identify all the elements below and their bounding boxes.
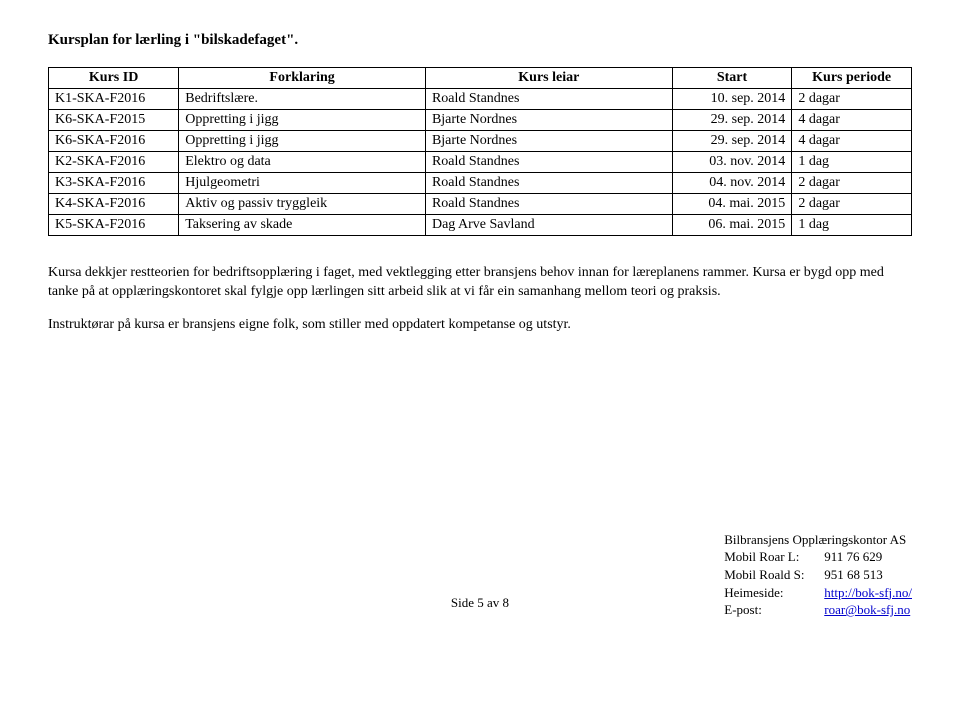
table-cell: 1 dag bbox=[792, 152, 912, 173]
table-cell: 2 dagar bbox=[792, 194, 912, 215]
table-row: K5-SKA-F2016Taksering av skadeDag Arve S… bbox=[49, 215, 912, 236]
table-cell: Taksering av skade bbox=[179, 215, 426, 236]
footer-org: Bilbransjens Opplæringskontor AS bbox=[724, 531, 912, 549]
table-cell: Bedriftslære. bbox=[179, 89, 426, 110]
table-cell: Roald Standnes bbox=[425, 152, 672, 173]
table-row: K4-SKA-F2016Aktiv og passiv tryggleikRoa… bbox=[49, 194, 912, 215]
table-cell: 03. nov. 2014 bbox=[672, 152, 792, 173]
table-cell: Hjulgeometri bbox=[179, 173, 426, 194]
table-cell: 10. sep. 2014 bbox=[672, 89, 792, 110]
footer-contact-label: Mobil Roald S: bbox=[724, 566, 824, 584]
col-header-leiar: Kurs leiar bbox=[425, 68, 672, 89]
table-row: K3-SKA-F2016HjulgeometriRoald Standnes04… bbox=[49, 173, 912, 194]
footer-contact-row: Heimeside:http://bok-sfj.no/ bbox=[724, 584, 912, 602]
table-cell: Roald Standnes bbox=[425, 173, 672, 194]
col-header-start: Start bbox=[672, 68, 792, 89]
table-cell: Elektro og data bbox=[179, 152, 426, 173]
footer-contact-label: Mobil Roar L: bbox=[724, 548, 824, 566]
footer-contact-link[interactable]: http://bok-sfj.no/ bbox=[824, 585, 912, 600]
table-cell: K6-SKA-F2016 bbox=[49, 131, 179, 152]
col-header-forklaring: Forklaring bbox=[179, 68, 426, 89]
table-cell: 2 dagar bbox=[792, 89, 912, 110]
table-row: K6-SKA-F2015Oppretting i jiggBjarte Nord… bbox=[49, 110, 912, 131]
table-row: K2-SKA-F2016Elektro og dataRoald Standne… bbox=[49, 152, 912, 173]
footer-contact-row: Mobil Roald S:951 68 513 bbox=[724, 566, 912, 584]
col-header-id: Kurs ID bbox=[49, 68, 179, 89]
table-cell: Dag Arve Savland bbox=[425, 215, 672, 236]
table-cell: 1 dag bbox=[792, 215, 912, 236]
footer-contact-row: E-post:roar@bok-sfj.no bbox=[724, 601, 912, 619]
table-cell: 04. mai. 2015 bbox=[672, 194, 792, 215]
page-footer: Side 5 av 8 Bilbransjens Opplæringskonto… bbox=[48, 595, 912, 611]
table-cell: Oppretting i jigg bbox=[179, 110, 426, 131]
footer-contact-link[interactable]: roar@bok-sfj.no bbox=[824, 602, 910, 617]
table-cell: K1-SKA-F2016 bbox=[49, 89, 179, 110]
table-cell: Aktiv og passiv tryggleik bbox=[179, 194, 426, 215]
course-table: Kurs ID Forklaring Kurs leiar Start Kurs… bbox=[48, 67, 912, 236]
table-cell: 06. mai. 2015 bbox=[672, 215, 792, 236]
footer-contact-value: 911 76 629 bbox=[824, 549, 882, 564]
table-cell: 29. sep. 2014 bbox=[672, 110, 792, 131]
table-row: K6-SKA-F2016Oppretting i jiggBjarte Nord… bbox=[49, 131, 912, 152]
paragraph-1: Kursa dekkjer restteorien for bedriftsop… bbox=[48, 264, 912, 302]
table-cell: 4 dagar bbox=[792, 131, 912, 152]
footer-contact-value: 951 68 513 bbox=[824, 567, 883, 582]
footer-contact-row: Mobil Roar L:911 76 629 bbox=[724, 548, 912, 566]
table-cell: 29. sep. 2014 bbox=[672, 131, 792, 152]
table-cell: K3-SKA-F2016 bbox=[49, 173, 179, 194]
table-cell: 04. nov. 2014 bbox=[672, 173, 792, 194]
footer-contact-block: Bilbransjens Opplæringskontor AS Mobil R… bbox=[724, 531, 912, 619]
table-cell: Bjarte Nordnes bbox=[425, 110, 672, 131]
table-cell: Bjarte Nordnes bbox=[425, 131, 672, 152]
col-header-periode: Kurs periode bbox=[792, 68, 912, 89]
table-cell: Roald Standnes bbox=[425, 89, 672, 110]
table-cell: 2 dagar bbox=[792, 173, 912, 194]
table-header-row: Kurs ID Forklaring Kurs leiar Start Kurs… bbox=[49, 68, 912, 89]
footer-contact-label: E-post: bbox=[724, 601, 824, 619]
footer-contact-label: Heimeside: bbox=[724, 584, 824, 602]
table-cell: K5-SKA-F2016 bbox=[49, 215, 179, 236]
table-row: K1-SKA-F2016Bedriftslære.Roald Standnes1… bbox=[49, 89, 912, 110]
page-title: Kursplan for lærling i "bilskadefaget". bbox=[48, 32, 912, 49]
paragraph-2: Instruktørar på kursa er bransjens eigne… bbox=[48, 316, 912, 335]
table-cell: Roald Standnes bbox=[425, 194, 672, 215]
table-cell: K6-SKA-F2015 bbox=[49, 110, 179, 131]
table-cell: 4 dagar bbox=[792, 110, 912, 131]
table-cell: K4-SKA-F2016 bbox=[49, 194, 179, 215]
table-cell: Oppretting i jigg bbox=[179, 131, 426, 152]
table-cell: K2-SKA-F2016 bbox=[49, 152, 179, 173]
